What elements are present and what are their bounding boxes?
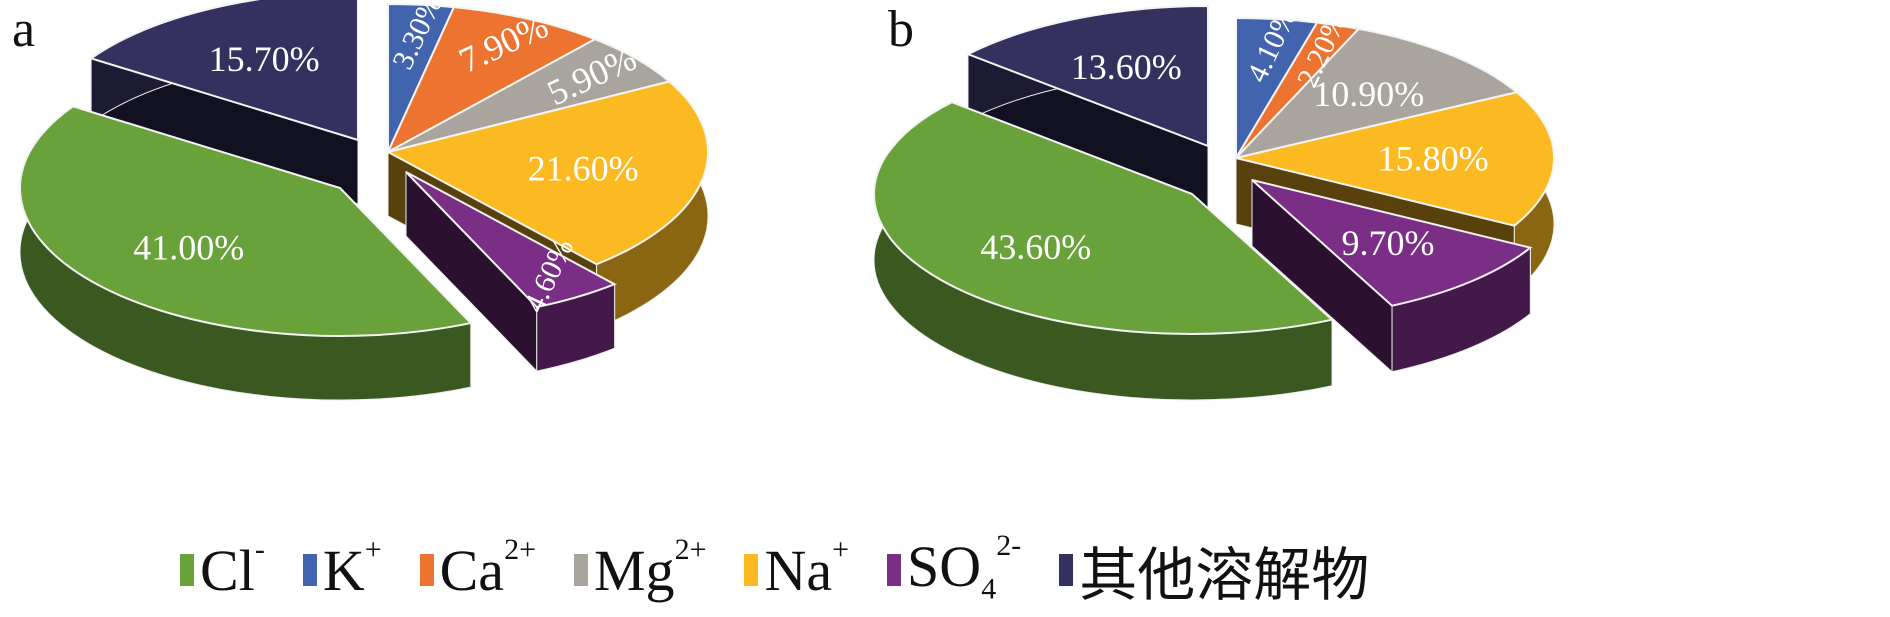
legend-item: Cl-: [180, 532, 265, 604]
data-label-其他溶解物: 15.70%: [209, 39, 320, 79]
legend-item: SO42-: [887, 529, 1022, 607]
slice-SO42-: [405, 171, 617, 309]
data-label-其他溶解物: 13.60%: [1071, 47, 1182, 87]
legend-label: Cl-: [200, 532, 265, 603]
slice-Cl-: [873, 101, 1335, 335]
slice-其他溶解物: [965, 4, 1209, 148]
legend-item: 其他溶解物: [1059, 528, 1369, 612]
pie-b: 4.10%2.20%10.90%15.80%9.70%43.60%13.60%: [873, 3, 1555, 401]
data-label-SO42-: 9.70%: [1341, 223, 1434, 263]
legend-swatch: [180, 554, 194, 586]
legend-swatch: [419, 554, 434, 586]
panel-label-b: b: [888, 1, 914, 58]
pie-tops: [873, 4, 1555, 335]
legend-label: Ca2+: [439, 532, 536, 603]
slice-SO42-: [1251, 179, 1533, 307]
slice-Ca2+: [385, 6, 598, 155]
pie-tops: [19, 0, 709, 337]
legend-swatch: [573, 554, 588, 586]
panel-label-a: a: [12, 1, 36, 58]
legend-item: Ca2+: [419, 532, 536, 604]
data-label-Cl-: 41.00%: [133, 227, 244, 267]
legend-item: K+: [302, 532, 382, 604]
legend: Cl- K+ Ca2+ Mg2+ Na+ SO42- 其他溶解物: [180, 528, 1369, 612]
legend-label: Na+: [764, 532, 850, 603]
legend-item: Na+: [744, 532, 850, 604]
slice-Na+: [1235, 91, 1555, 227]
data-label-Cl-: 43.60%: [980, 227, 1091, 267]
data-label-Na+: 21.60%: [528, 149, 639, 189]
legend-label: Mg2+: [593, 532, 707, 603]
legend-swatch: [1059, 554, 1074, 586]
slice-Cl-: [19, 105, 473, 337]
data-label-Na+: 15.80%: [1378, 139, 1489, 179]
legend-label: 其他溶解物: [1079, 543, 1370, 608]
legend-swatch: [744, 554, 759, 586]
data-label-Mg2+: 10.90%: [1313, 74, 1424, 114]
slice-其他溶解物: [88, 0, 359, 142]
legend-label: K+: [322, 532, 382, 603]
slice-Mg2+: [1232, 27, 1519, 160]
legend-label: SO42-: [907, 529, 1022, 606]
legend-item: Mg2+: [573, 532, 707, 604]
legend-swatch: [302, 554, 317, 586]
slice-Na+: [385, 80, 709, 266]
pie-a: 3.30% 7.90%5.90%21.60%4.60%41.00%15.70%: [19, 0, 709, 401]
legend-swatch: [887, 554, 902, 586]
